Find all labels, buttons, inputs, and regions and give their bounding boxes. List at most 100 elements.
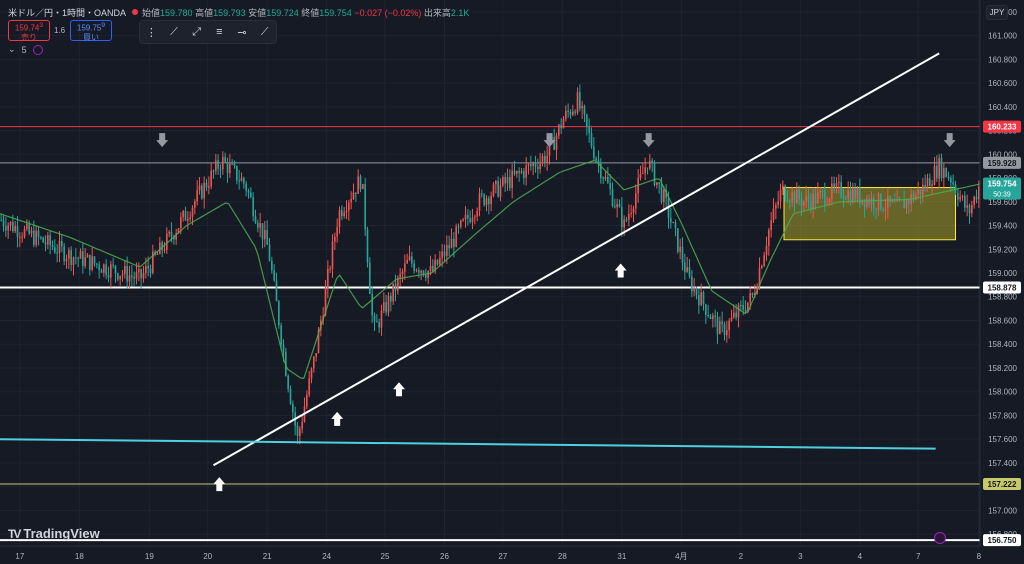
candle-body xyxy=(639,173,642,179)
horizontal-ray-icon[interactable]: ⊸ xyxy=(237,26,247,39)
candle-body xyxy=(940,158,943,178)
candle-body xyxy=(852,189,854,203)
candle-body xyxy=(229,163,231,173)
candle-body xyxy=(747,302,749,312)
candle-body xyxy=(905,199,908,209)
time-tick: 3 xyxy=(798,552,803,561)
time-tick: 21 xyxy=(263,552,272,561)
ray-icon[interactable]: ⤢ xyxy=(192,25,202,38)
candle-body xyxy=(427,271,429,278)
candle-body xyxy=(765,245,768,256)
candle-body xyxy=(567,110,569,112)
parallel-channel-icon[interactable]: ≡ xyxy=(216,26,223,38)
time-tick: 7 xyxy=(916,552,921,561)
candle-body xyxy=(19,236,21,238)
indicator-settings-icon[interactable] xyxy=(32,44,43,55)
candle-body xyxy=(681,246,684,263)
candle-body xyxy=(324,288,327,316)
candle-body xyxy=(649,160,651,169)
current-price-label: 159.754 xyxy=(988,180,1017,189)
candle-body xyxy=(329,268,331,270)
currency-selector[interactable]: JPY xyxy=(986,5,1008,20)
candle-body xyxy=(579,92,581,109)
time-tick: 20 xyxy=(203,552,212,561)
candle-body xyxy=(301,421,303,429)
candle-body xyxy=(140,269,142,279)
sell-button[interactable]: 159.743 売り xyxy=(8,20,50,42)
candle-body xyxy=(693,287,695,292)
extended-line-icon[interactable]: ⟋ xyxy=(260,25,269,38)
candle-body xyxy=(504,177,506,184)
candle-body xyxy=(460,220,462,227)
candle-body xyxy=(959,196,961,200)
candle-body xyxy=(875,208,877,210)
candle-body xyxy=(954,184,957,193)
candle-body xyxy=(537,166,539,170)
buy-button[interactable]: 159.759 買い xyxy=(70,20,112,42)
replay-icon[interactable] xyxy=(934,532,946,544)
level-label: 158.878 xyxy=(988,283,1017,292)
candle-body xyxy=(198,185,201,191)
drag-handle-icon[interactable]: ⋮ xyxy=(145,26,157,39)
candle-body xyxy=(481,193,483,195)
candle-body xyxy=(16,226,19,238)
candle-body xyxy=(546,155,548,163)
symbol-name[interactable]: 米ドル／円・1時間・OANDA xyxy=(8,7,127,18)
candle-body xyxy=(516,170,518,174)
tradingview-logo[interactable]: TV TradingView xyxy=(8,526,100,541)
time-tick: 25 xyxy=(381,552,390,561)
candle-body xyxy=(912,194,915,200)
candle-body xyxy=(9,221,12,226)
candle-body xyxy=(72,257,75,265)
candle-body xyxy=(518,170,520,173)
trend-line-icon[interactable]: ⟋ xyxy=(170,25,178,38)
candle-body xyxy=(863,199,866,208)
time-tick: 24 xyxy=(322,552,331,561)
candle-body xyxy=(684,262,686,272)
candle-body xyxy=(404,263,406,272)
price-tick: 157.800 xyxy=(988,411,1017,420)
candle-body xyxy=(114,265,117,274)
candle-body xyxy=(383,302,385,311)
arrow-down-icon xyxy=(156,133,169,148)
candle-body xyxy=(770,220,772,230)
price-tick: 158.400 xyxy=(988,340,1017,349)
candle-body xyxy=(789,201,791,203)
candle-body xyxy=(350,199,352,203)
time-tick: 27 xyxy=(498,552,507,561)
candle-body xyxy=(975,196,978,200)
price-tick: 160.800 xyxy=(988,55,1017,64)
indicator-row[interactable]: ⌄ 5 xyxy=(8,44,43,55)
time-tick: 28 xyxy=(558,552,567,561)
candle-body xyxy=(602,177,604,179)
candle-body xyxy=(441,251,443,258)
candle-body xyxy=(952,182,954,185)
candle-body xyxy=(803,201,805,206)
arrow-up-icon xyxy=(213,477,226,492)
candle-body xyxy=(378,322,380,328)
candle-body xyxy=(821,190,824,192)
level-label-bg xyxy=(983,120,1021,133)
candle-body xyxy=(931,184,933,187)
arrow-down-icon xyxy=(543,133,556,148)
time-tick: 26 xyxy=(440,552,449,561)
candle-body xyxy=(623,219,625,228)
candle-body xyxy=(273,270,275,281)
candle-body xyxy=(889,195,891,202)
chevron-down-icon[interactable]: ⌄ xyxy=(8,44,16,54)
candle-body xyxy=(5,226,7,231)
candle-body xyxy=(245,183,247,191)
candle-body xyxy=(656,182,658,186)
candle-body xyxy=(548,143,551,156)
candle-body xyxy=(737,304,740,318)
candle-body xyxy=(726,330,728,336)
candle-body xyxy=(936,165,938,179)
candle-body xyxy=(175,233,177,240)
candle-body xyxy=(93,256,96,264)
candle-body xyxy=(434,259,436,272)
candle-body xyxy=(357,176,359,194)
candle-body xyxy=(448,245,450,249)
candle-body xyxy=(943,167,945,178)
candle-body xyxy=(735,312,737,318)
